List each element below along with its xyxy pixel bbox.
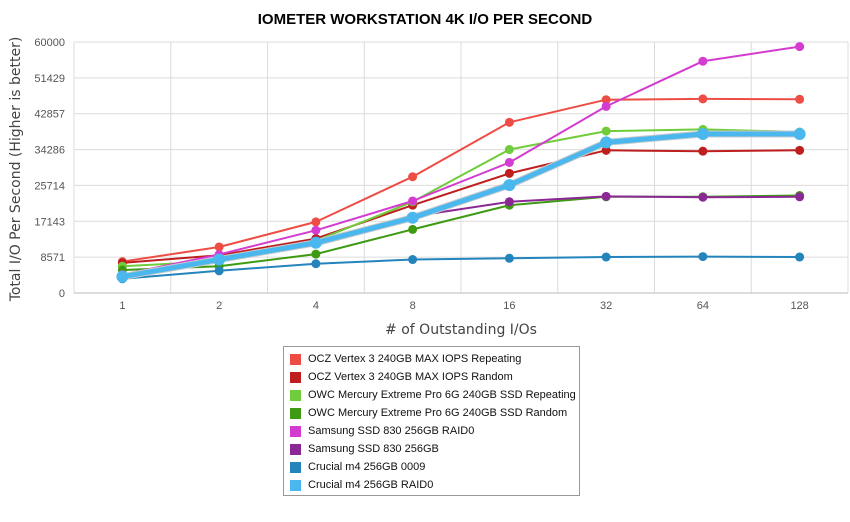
- legend-swatch: [290, 425, 301, 437]
- data-point: [601, 101, 611, 111]
- series-line: [121, 131, 800, 280]
- chart-title: IOMETER WORKSTATION 4K I/O PER SECOND: [258, 11, 593, 28]
- x-tick-label: 4: [313, 300, 319, 312]
- legend-item[interactable]: Crucial m4 256GB 0009: [290, 458, 573, 476]
- data-point: [698, 56, 708, 66]
- legend-label: Samsung SSD 830 256GB: [308, 443, 439, 455]
- data-point: [601, 145, 611, 155]
- data-point: [408, 172, 418, 182]
- series-line: [122, 97, 800, 263]
- legend-item[interactable]: OCZ Vertex 3 240GB MAX IOPS Random: [290, 368, 573, 386]
- x-axis-ticks: 1 2 4 8 16 32 64 128: [119, 300, 808, 312]
- legend-item[interactable]: OCZ Vertex 3 240GB MAX IOPS Repeating: [290, 350, 573, 368]
- data-point: [795, 145, 805, 155]
- series-lines: [116, 42, 806, 284]
- legend-swatch: [290, 371, 301, 383]
- y-tick-label: 42857: [34, 109, 65, 121]
- data-point: [795, 94, 805, 104]
- data-point: [311, 217, 321, 227]
- x-tick-label: 8: [410, 300, 416, 312]
- legend-label: OWC Mercury Extreme Pro 6G 240GB SSD Rep…: [308, 389, 576, 401]
- data-point: [698, 252, 708, 262]
- legend-item[interactable]: Samsung SSD 830 256GB RAID0: [290, 422, 573, 440]
- y-tick-label: 17143: [34, 216, 65, 228]
- data-point: [214, 242, 224, 252]
- data-point: [698, 192, 708, 202]
- series-line: [122, 255, 800, 280]
- data-point: [504, 253, 514, 263]
- data-point: [698, 94, 708, 104]
- y-tick-label: 60000: [34, 37, 65, 49]
- data-point: [601, 126, 611, 136]
- legend-label: OCZ Vertex 3 240GB MAX IOPS Repeating: [308, 353, 522, 365]
- data-point: [213, 253, 226, 266]
- y-axis-title: Total I/O Per Second (Higher is better): [8, 37, 24, 303]
- data-point: [504, 168, 514, 178]
- legend-label: Samsung SSD 830 256GB RAID0: [308, 425, 475, 437]
- data-point: [601, 252, 611, 262]
- legend-swatch: [290, 407, 301, 419]
- series-line: [122, 45, 800, 276]
- legend-label: Crucial m4 256GB 0009: [308, 461, 426, 473]
- data-point: [795, 42, 805, 52]
- data-point: [504, 145, 514, 155]
- grid: [73, 41, 849, 294]
- y-tick-label: 0: [59, 288, 65, 300]
- legend-item[interactable]: OWC Mercury Extreme Pro 6G 240GB SSD Ran…: [290, 404, 573, 422]
- legend-item[interactable]: OWC Mercury Extreme Pro 6G 240GB SSD Rep…: [290, 386, 576, 404]
- legend-swatch: [290, 389, 301, 401]
- data-point: [698, 146, 708, 156]
- series-7: [116, 128, 806, 283]
- legend-item[interactable]: Crucial m4 256GB RAID0: [290, 476, 573, 494]
- x-tick-label: 16: [503, 300, 515, 312]
- x-tick-label: 128: [790, 300, 808, 312]
- x-tick-label: 2: [216, 300, 222, 312]
- data-point: [408, 224, 418, 234]
- data-point: [116, 270, 129, 283]
- legend-swatch: [290, 443, 301, 455]
- legend-item[interactable]: Samsung SSD 830 256GB: [290, 440, 573, 458]
- legend: OCZ Vertex 3 240GB MAX IOPS Repeating OCZ…: [283, 346, 580, 496]
- data-point: [408, 255, 418, 265]
- legend-swatch: [290, 461, 301, 473]
- data-point: [311, 259, 321, 269]
- data-point: [406, 211, 419, 224]
- x-tick-label: 64: [697, 300, 709, 312]
- data-point: [793, 128, 806, 141]
- data-point: [309, 236, 322, 249]
- legend-label: OWC Mercury Extreme Pro 6G 240GB SSD Ran…: [308, 407, 568, 419]
- y-axis-ticks: 0 8571 17143 25714 34286 42857 51429 60000: [34, 37, 65, 300]
- data-point: [601, 191, 611, 201]
- legend-label: OCZ Vertex 3 240GB MAX IOPS Random: [308, 371, 513, 383]
- series-line: [122, 149, 800, 264]
- y-tick-label: 34286: [34, 145, 65, 157]
- data-point: [795, 192, 805, 202]
- x-tick-label: 32: [600, 300, 612, 312]
- legend-swatch: [290, 353, 301, 365]
- y-tick-label: 25714: [34, 180, 65, 192]
- y-tick-label: 51429: [34, 73, 65, 85]
- data-point: [504, 157, 514, 167]
- data-point: [504, 197, 514, 207]
- y-tick-label: 8571: [41, 252, 65, 264]
- data-point: [600, 136, 613, 149]
- data-point: [504, 117, 514, 127]
- data-point: [311, 249, 321, 259]
- legend-label: Crucial m4 256GB RAID0: [308, 479, 434, 491]
- x-tick-label: 1: [119, 300, 125, 312]
- series-6: [117, 252, 805, 284]
- legend-swatch: [290, 479, 301, 491]
- data-point: [311, 225, 321, 235]
- data-point: [214, 266, 224, 276]
- data-point: [408, 196, 418, 206]
- data-point: [503, 179, 516, 192]
- data-point: [696, 128, 709, 141]
- data-point: [795, 252, 805, 262]
- data-point: [601, 95, 611, 105]
- x-axis-title: # of Outstanding I/Os: [385, 322, 537, 338]
